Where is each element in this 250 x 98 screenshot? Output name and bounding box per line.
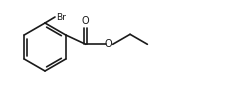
Text: Br: Br (56, 13, 66, 21)
Text: O: O (105, 39, 112, 49)
Text: O: O (82, 16, 90, 26)
